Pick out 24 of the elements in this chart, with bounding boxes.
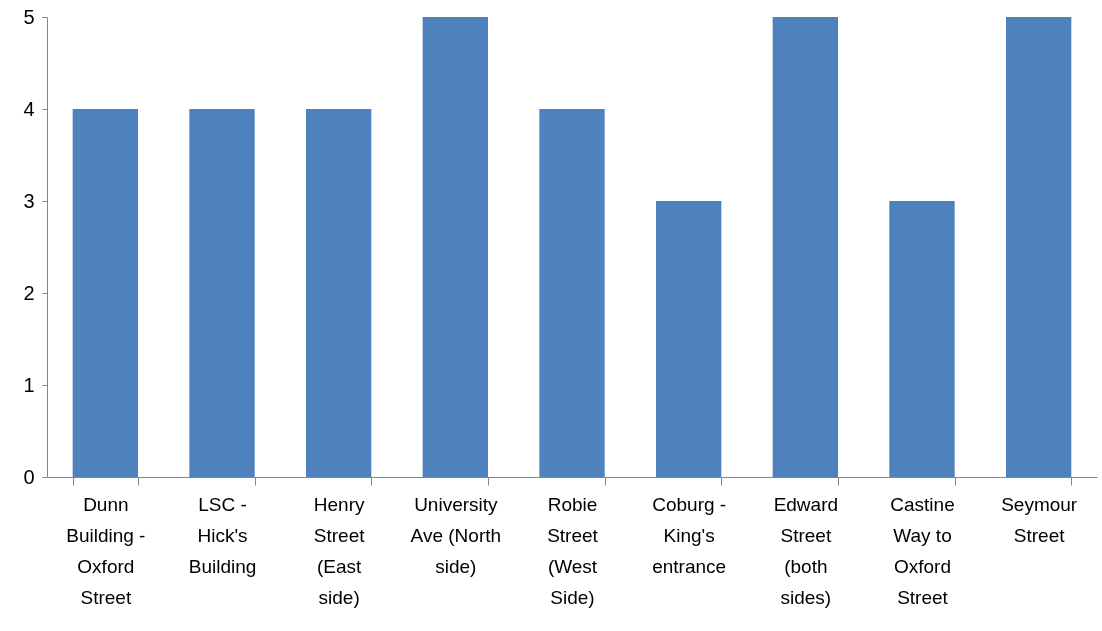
bar xyxy=(306,109,372,477)
x-tick-label: Henry Street (East side) xyxy=(313,493,366,608)
x-tick-label: Coburg - King's entrance xyxy=(652,493,727,577)
x-tick-label: Edward Street (both sides) xyxy=(773,493,839,608)
y-tick-label: 0 xyxy=(23,465,35,488)
bar xyxy=(889,201,955,477)
x-tick-label: University Ave (North side) xyxy=(410,493,502,577)
y-tick-label: 1 xyxy=(23,373,35,396)
x-tick-label: Seymour Street xyxy=(1001,493,1078,546)
bar xyxy=(72,109,138,477)
x-tick-label: Robie Street (West Side) xyxy=(547,493,599,608)
y-tick-label: 3 xyxy=(23,189,35,212)
bar xyxy=(422,17,488,477)
x-tick-label: Dunn Building - Oxford Street xyxy=(66,493,146,608)
y-tick-label: 4 xyxy=(23,97,35,120)
bar xyxy=(1006,17,1072,477)
x-tick-label: Castine Way to Oxford Street xyxy=(890,493,955,608)
bar xyxy=(539,109,605,477)
bar xyxy=(772,17,838,477)
y-tick-label: 5 xyxy=(23,5,35,28)
x-tick-label: LSC - Hick's Building xyxy=(188,493,257,577)
y-tick-label: 2 xyxy=(23,281,35,304)
bar xyxy=(656,201,722,477)
bar xyxy=(189,109,255,477)
